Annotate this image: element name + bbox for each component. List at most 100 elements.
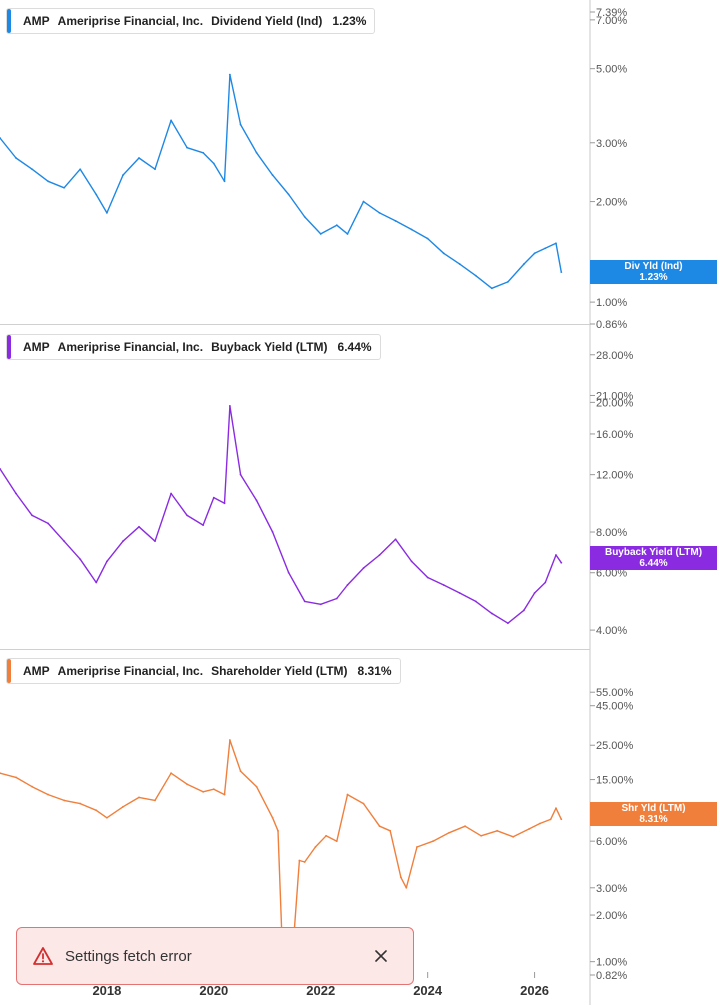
y-tick-label: 5.00% [596,64,627,76]
data-point [303,861,306,863]
data-point [212,496,215,499]
legend-company: Ameriprise Financial, Inc. [57,664,204,678]
y-tick-label: 6.00% [596,836,627,848]
data-point [522,609,525,612]
data-point [63,186,66,189]
y-tick-label: 4.00% [596,625,627,637]
badge-value: 6.44% [639,558,668,569]
y-tick-label: 21.00% [596,390,634,402]
data-point [31,785,33,788]
legend-value: 6.44% [337,340,372,354]
data-point [271,174,274,177]
series-line [0,739,562,976]
data-point [154,799,156,802]
warning-icon [33,947,53,965]
data-point [410,228,413,231]
data-point [474,600,477,603]
legend-swatch [7,9,11,33]
data-point [394,538,397,541]
data-point [138,525,140,528]
data-point [432,840,434,843]
data-point [170,492,172,495]
data-point [346,233,349,235]
data-point [325,834,327,837]
data-point [202,524,205,527]
data-point [212,788,215,791]
x-tick-label: 2026 [520,983,549,998]
data-point [533,252,536,255]
data-point [223,502,226,505]
data-point [378,211,381,214]
data-point [186,514,189,517]
legend-dividend-yield[interactable]: AMP Ameriprise Financial, Inc. Dividend … [6,8,376,34]
data-point [79,802,82,805]
toast-close-button[interactable] [367,942,395,970]
legend-swatch [7,335,11,359]
y-tick-label: 0.86% [596,319,627,331]
data-point [416,846,418,848]
data-point [122,805,124,808]
y-tick-label: 2.00% [596,910,627,922]
last-value-badge-shareholder: Shr Yld (LTM) 8.31% [590,802,717,826]
data-point [319,603,322,606]
data-point [490,612,493,615]
data-point [186,783,189,786]
data-point [394,220,397,222]
data-point [378,825,381,828]
data-point [555,242,557,245]
data-point [79,558,82,561]
badge-label: Buyback Yield (LTM) [604,547,703,558]
toast-message: Settings fetch error [65,947,192,965]
data-point [442,584,445,586]
data-point [63,540,66,543]
legend-metric: Shareholder Yield (LTM) [211,664,348,678]
data-point [555,554,557,556]
legend-metric: Dividend Yield (Ind) [211,14,323,28]
data-point [239,770,242,773]
data-point [170,119,172,122]
data-point [0,467,1,470]
error-toast: Settings fetch error [16,927,414,985]
data-point [303,215,306,218]
last-value-badge-buyback: Buyback Yield (LTM) 6.44% [590,546,717,570]
data-point [228,73,231,76]
badge-label: Div Yld (Ind) [624,261,683,272]
data-point [15,492,17,495]
data-point [15,157,17,159]
data-point [544,581,547,584]
y-tick-label: 20.00% [596,397,634,409]
x-tick-label: 2022 [306,983,335,998]
data-point [533,592,536,594]
data-point [255,499,258,502]
data-point [122,174,124,177]
y-tick-label: 7.00% [596,15,627,27]
data-point [490,287,493,290]
data-point [154,168,156,171]
legend-buyback-yield[interactable]: AMP Ameriprise Financial, Inc. Buyback Y… [6,334,381,360]
data-point [0,137,1,139]
data-point [426,237,429,240]
data-point [138,796,140,799]
data-point [202,790,205,793]
data-point [426,576,429,579]
data-point [31,168,33,171]
legend-company: Ameriprise Financial, Inc. [57,14,204,28]
data-point [335,597,338,600]
data-point [79,168,82,171]
data-point [346,793,349,796]
legend-value: 1.23% [332,14,367,28]
data-point [212,162,215,165]
data-point [170,772,172,775]
y-tick-label: 7.39% [596,7,627,19]
data-point [346,584,349,586]
data-point [335,224,338,227]
y-tick-label: 16.00% [596,429,634,441]
data-point [405,886,408,889]
data-point [378,554,381,556]
data-point [239,123,242,126]
y-tick-label: 1.00% [596,297,627,309]
x-tick-label: 2024 [413,983,443,998]
y-tick-label: 2.00% [596,197,627,209]
legend-shareholder-yield[interactable]: AMP Ameriprise Financial, Inc. Sharehold… [6,658,401,684]
data-point [555,807,557,810]
